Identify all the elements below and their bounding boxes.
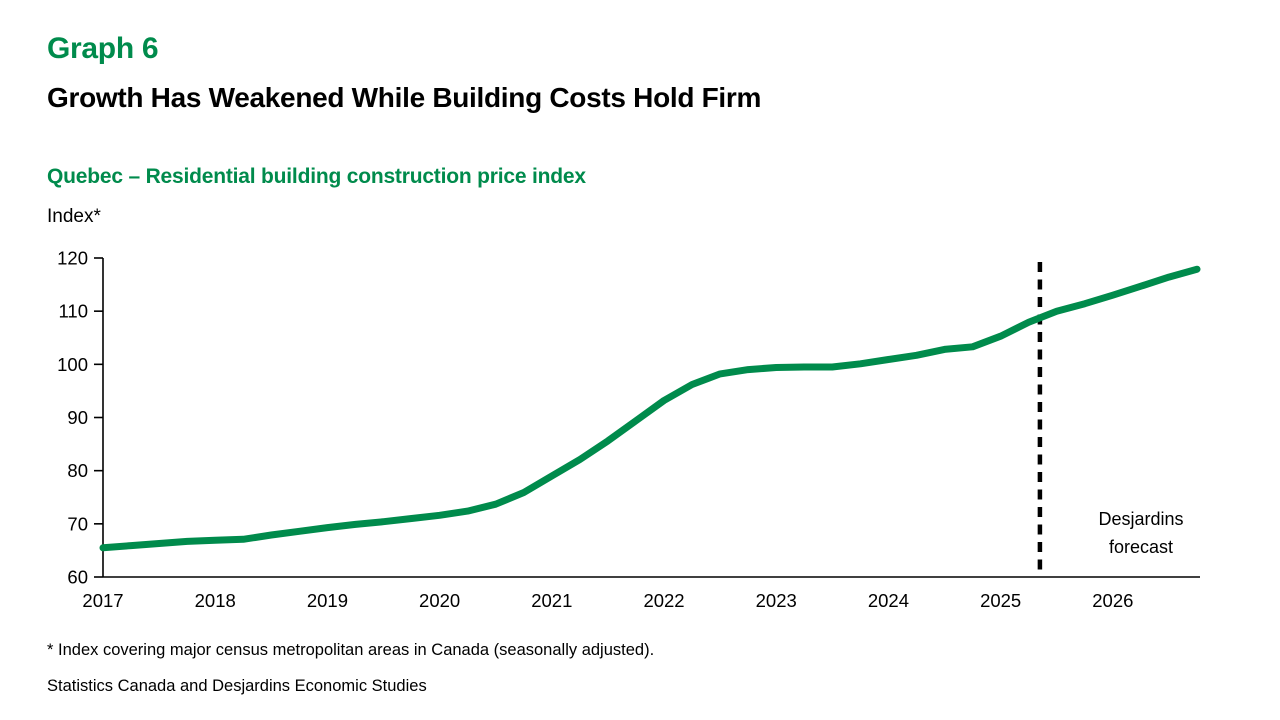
x-axis-tick-label: 2020 [419,590,460,611]
forecast-annotation: Desjardins forecast [1098,509,1184,557]
chart-subtitle: Quebec – Residential building constructi… [47,165,586,188]
footnote-index-definition: * Index covering major census metropolit… [47,641,655,659]
y-axis-tick-label: 60 [67,567,88,588]
footnote-source: Statistics Canada and Desjardins Economi… [47,677,427,695]
graph-number-label: Graph 6 [47,32,159,65]
y-axis-tick-label: 80 [67,460,88,481]
x-axis-tick-label: 2018 [195,590,236,611]
y-axis-unit-label: Index* [47,206,101,227]
x-axis-tick-label: 2023 [756,590,797,611]
y-axis-tick-label: 110 [59,301,89,322]
x-axis-tick-label: 2017 [82,590,123,611]
x-axis-tick-label: 2024 [868,590,909,611]
price-index-series-line [99,265,1201,552]
x-axis-tick-label: 2019 [307,590,348,611]
x-axis-tick-label: 2026 [1092,590,1133,611]
y-axis-tick-label: 70 [67,513,88,534]
chart-main-title: Growth Has Weakened While Building Costs… [47,82,762,113]
y-axis-tick-label: 100 [57,354,88,375]
y-axis-tick-label: 90 [67,407,88,428]
x-axis-tick-label: 2021 [531,590,572,611]
x-axis-tick-label: 2025 [980,590,1021,611]
y-axis-tick-label: 120 [57,248,88,269]
x-axis-tick-label: 2022 [643,590,684,611]
